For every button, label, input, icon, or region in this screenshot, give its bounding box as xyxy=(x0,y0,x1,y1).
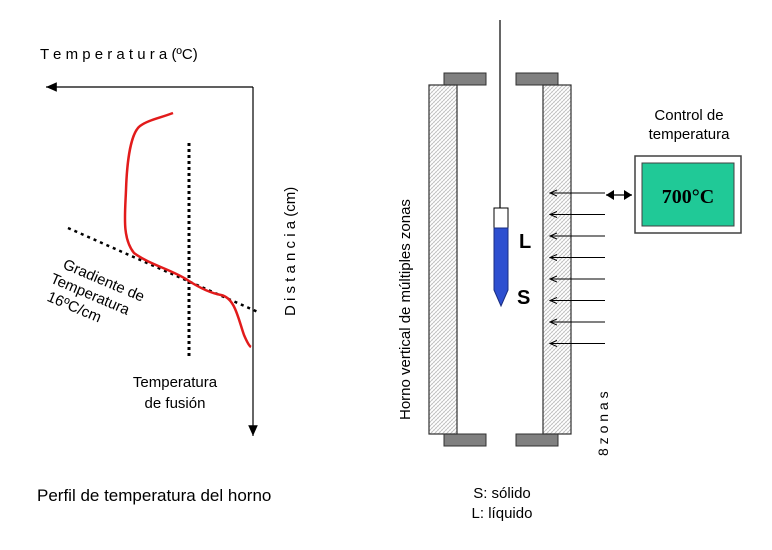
furnace-wall-left xyxy=(428,84,458,435)
furnace-cap-bottom-left xyxy=(443,433,487,447)
control-value: 700°C xyxy=(662,186,714,208)
axis-distance-label: D i s t a n c i a (cm) xyxy=(282,187,299,316)
control-label-line2: temperatura xyxy=(649,126,731,143)
solid-marker: S xyxy=(517,287,530,309)
legend-liquid: L: líquido xyxy=(472,505,533,522)
furnace-cap-top-right xyxy=(515,72,559,86)
zones-label: 8 z o n a s xyxy=(595,391,611,456)
furnace-wall-right xyxy=(542,84,572,435)
control-connector-arrow-left xyxy=(606,190,614,200)
control-label-line1: Control de xyxy=(654,107,723,124)
profile-caption: Perfil de temperatura del horno xyxy=(37,486,271,505)
furnace-cap-bottom-right xyxy=(515,433,559,447)
control-display xyxy=(641,162,735,227)
axis-temperature-label: T e m p e r a t u r a (ºC) xyxy=(40,46,198,63)
crystal-body xyxy=(493,227,509,308)
fusion-label-line2: de fusión xyxy=(145,395,206,412)
gradient-label: Gradiente de Temperatura 16ºC/cm xyxy=(45,256,147,326)
crucible-top xyxy=(493,207,509,229)
zone-arrows xyxy=(550,193,605,344)
temperature-profile-curve xyxy=(123,111,252,349)
control-connector-arrow-right xyxy=(624,190,632,200)
temperature-profile: T e m p e r a t u r a (ºC) D i s t a n c… xyxy=(37,46,299,505)
liquid-marker: L xyxy=(519,231,531,253)
fusion-label-line1: Temperatura xyxy=(133,374,218,391)
legend-solid: S: sólido xyxy=(473,485,531,502)
furnace-vertical-label: Horno vertical de múltiples zonas xyxy=(397,199,414,420)
furnace-cap-top-left xyxy=(443,72,487,86)
furnace-diagram: Horno vertical de múltiples zonas L S 8 … xyxy=(397,20,742,522)
